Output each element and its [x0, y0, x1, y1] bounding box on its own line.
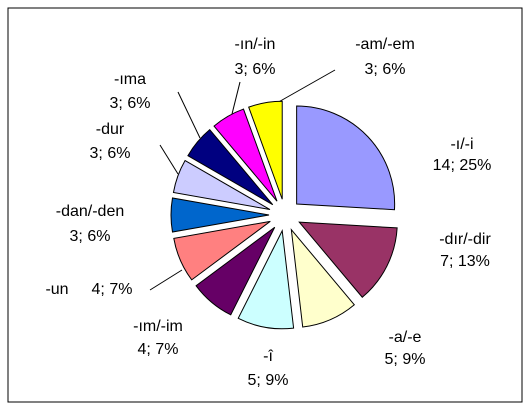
pie-slice	[298, 221, 398, 298]
slice-label: -ı/-i	[450, 136, 473, 153]
pie-slice	[195, 226, 276, 316]
leader-line	[149, 269, 183, 291]
value-label: 5; 9%	[248, 372, 289, 389]
value-label: 4; 7%	[92, 281, 133, 298]
leader-line	[231, 81, 241, 115]
pie-slice	[296, 105, 396, 211]
pie-slice	[170, 197, 270, 233]
pie-slice	[248, 100, 283, 200]
slice-label: -am/-em	[355, 36, 415, 53]
leader-line	[177, 91, 201, 139]
value-label: 3; 6%	[235, 61, 276, 78]
pie-slice	[213, 108, 278, 202]
slice-label: -ın/-in	[235, 36, 276, 53]
pie-slice	[237, 229, 295, 330]
value-label: 14; 25%	[433, 157, 492, 174]
value-label: 3; 6%	[70, 228, 111, 245]
value-label: 5; 9%	[385, 351, 426, 368]
slice-label: -dan/-den	[56, 203, 125, 220]
value-label: 7; 13%	[440, 253, 490, 270]
pie-slice	[187, 128, 274, 206]
value-label: 3; 6%	[110, 95, 151, 112]
slice-label: -a/-e	[389, 329, 422, 346]
slice-label: -ım/-im	[133, 318, 183, 335]
leader-line	[159, 144, 179, 175]
slice-label: -ıma	[114, 71, 146, 88]
pie-slice	[290, 228, 356, 328]
slice-label: -un	[45, 281, 68, 298]
slice-label: -î	[263, 348, 273, 365]
chart-frame	[7, 7, 523, 403]
pie-slice	[173, 220, 271, 281]
slice-label: -dır/-dir	[439, 231, 491, 248]
pie-slice	[172, 159, 271, 211]
value-label: 3; 6%	[90, 145, 131, 162]
value-label: 3; 6%	[365, 61, 406, 78]
value-label: 4; 7%	[138, 341, 179, 358]
slice-label: -dur	[96, 121, 125, 138]
